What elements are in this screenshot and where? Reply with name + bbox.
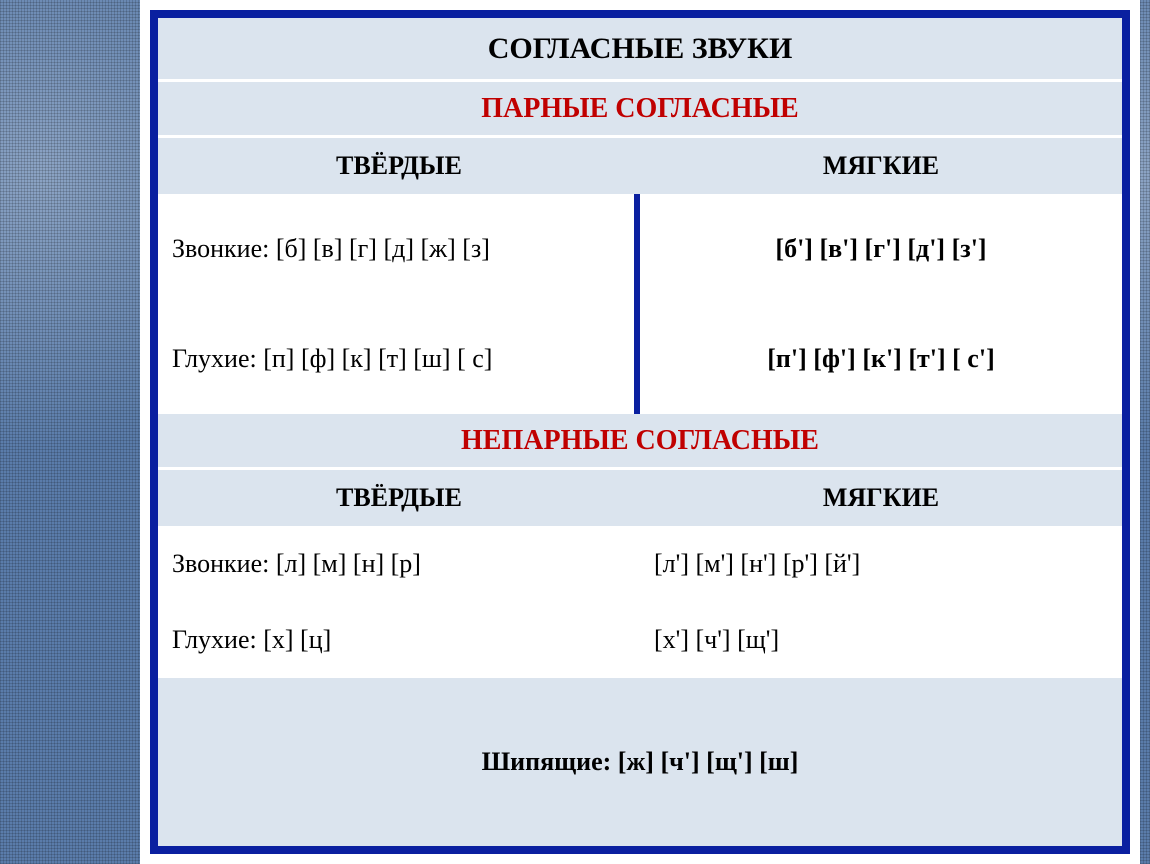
table-title: СОГЛАСНЫЕ ЗВУКИ [488, 32, 793, 66]
paired-voiceless-row: Глухие: [п] [ф] [к] [т] [ш] [ с] [п'] [ф… [158, 304, 1122, 414]
unpaired-soft-cell: МЯГКИЕ [640, 470, 1122, 526]
unpaired-hard-label: ТВЁРДЫЕ [336, 483, 462, 513]
table-wrap: СОГЛАСНЫЕ ЗВУКИ ПАРНЫЕ СОГЛАСНЫЕ ТВЁРДЫЕ… [140, 0, 1140, 864]
paired-hard-cell: ТВЁРДЫЕ [158, 138, 640, 194]
paired-heading-row: ПАРНЫЕ СОГЛАСНЫЕ [158, 82, 1122, 138]
unpaired-hard-voiceless-cell: Глухие: [х] [ц] [158, 602, 640, 678]
unpaired-soft-voiceless-cell: [х'] [ч'] [щ'] [640, 602, 1122, 678]
paired-voiced-row: Звонкие: [б] [в] [г] [д] [ж] [з] [б'] [в… [158, 194, 1122, 304]
unpaired-heading: НЕПАРНЫЕ СОГЛАСНЫЕ [461, 425, 819, 457]
paired-soft-voiceless: [п'] [ф'] [к'] [т'] [ с'] [767, 341, 994, 377]
outer-container: СОГЛАСНЫЕ ЗВУКИ ПАРНЫЕ СОГЛАСНЫЕ ТВЁРДЫЕ… [0, 0, 1150, 864]
unpaired-subhead-row: ТВЁРДЫЕ МЯГКИЕ [158, 470, 1122, 526]
paired-hard-voiced-cell: Звонкие: [б] [в] [г] [д] [ж] [з] [158, 194, 640, 304]
paired-soft-label: МЯГКИЕ [823, 151, 939, 181]
unpaired-hard-cell: ТВЁРДЫЕ [158, 470, 640, 526]
paired-hard-voiced: Звонкие: [б] [в] [г] [д] [ж] [з] [172, 231, 490, 267]
paired-hard-voiceless: Глухие: [п] [ф] [к] [т] [ш] [ с] [172, 341, 492, 377]
phonetics-table: СОГЛАСНЫЕ ЗВУКИ ПАРНЫЕ СОГЛАСНЫЕ ТВЁРДЫЕ… [150, 10, 1130, 854]
paired-hard-label: ТВЁРДЫЕ [336, 151, 462, 181]
unpaired-soft-voiced-cell: [л'] [м'] [н'] [р'] [й'] [640, 526, 1122, 602]
left-texture [0, 0, 140, 864]
right-texture [1140, 0, 1150, 864]
sibilants-row: Шипящие: [ж] [ч'] [щ'] [ш] [158, 678, 1122, 846]
unpaired-soft-voiced: [л'] [м'] [н'] [р'] [й'] [654, 546, 860, 582]
paired-hard-voiceless-cell: Глухие: [п] [ф] [к] [т] [ш] [ с] [158, 304, 640, 414]
unpaired-soft-label: МЯГКИЕ [823, 483, 939, 513]
paired-heading: ПАРНЫЕ СОГЛАСНЫЕ [481, 93, 799, 125]
unpaired-hard-voiced: Звонкие: [л] [м] [н] [р] [172, 546, 421, 582]
paired-soft-voiced-cell: [б'] [в'] [г'] [д'] [з'] [640, 194, 1122, 304]
unpaired-soft-voiceless: [х'] [ч'] [щ'] [654, 622, 779, 658]
paired-soft-voiced: [б'] [в'] [г'] [д'] [з'] [775, 231, 986, 267]
unpaired-hard-voiceless: Глухие: [х] [ц] [172, 622, 331, 658]
unpaired-voiceless-row: Глухие: [х] [ц] [х'] [ч'] [щ'] [158, 602, 1122, 678]
title-row: СОГЛАСНЫЕ ЗВУКИ [158, 18, 1122, 82]
unpaired-hard-voiced-cell: Звонкие: [л] [м] [н] [р] [158, 526, 640, 602]
paired-soft-voiceless-cell: [п'] [ф'] [к'] [т'] [ с'] [640, 304, 1122, 414]
sibilants-text: Шипящие: [ж] [ч'] [щ'] [ш] [482, 744, 799, 780]
unpaired-voiced-row: Звонкие: [л] [м] [н] [р] [л'] [м'] [н'] … [158, 526, 1122, 602]
paired-soft-cell: МЯГКИЕ [640, 138, 1122, 194]
paired-subhead-row: ТВЁРДЫЕ МЯГКИЕ [158, 138, 1122, 194]
unpaired-heading-row: НЕПАРНЫЕ СОГЛАСНЫЕ [158, 414, 1122, 470]
